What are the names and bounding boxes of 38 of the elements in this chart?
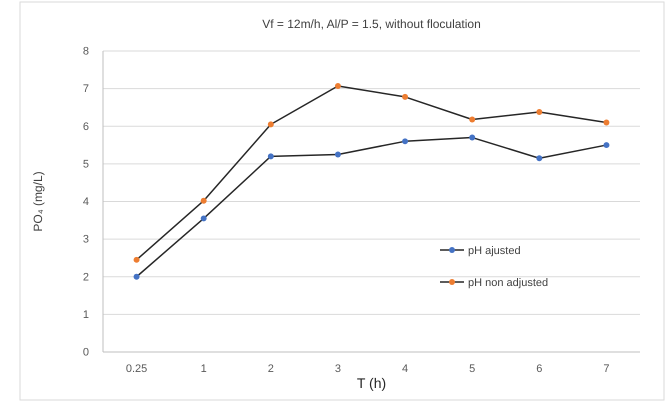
point <box>469 134 476 141</box>
point <box>134 256 140 263</box>
x-tick-label: 0.25 <box>126 362 148 375</box>
y-tick-label: 2 <box>82 271 89 284</box>
y-tick-label: 8 <box>82 46 89 58</box>
legend-label: pH ajusted <box>468 245 521 257</box>
y-tick-label: 0 <box>82 346 89 359</box>
point <box>200 215 207 222</box>
point <box>334 83 341 89</box>
x-tick-label: 6 <box>536 362 542 375</box>
point <box>134 274 140 280</box>
point <box>268 121 274 128</box>
point <box>536 108 542 115</box>
point <box>603 142 610 148</box>
x-tick-label: 5 <box>469 362 476 375</box>
point <box>536 155 542 162</box>
x-tick-label: 4 <box>402 362 408 375</box>
x-tick-label: 2 <box>268 362 274 375</box>
chart-title: Vf = 12m/h, Al/P = 1.5, without floculation <box>262 17 481 31</box>
point <box>402 138 408 144</box>
y-tick-label: 1 <box>82 308 89 321</box>
y-axis-title: PO₄ (mg/L) <box>31 171 45 232</box>
point <box>603 120 610 126</box>
point <box>334 151 341 158</box>
point <box>200 198 207 204</box>
point <box>268 153 274 160</box>
x-axis-title: T (h) <box>356 375 386 391</box>
y-tick-label: 7 <box>82 83 89 96</box>
y-tick-label: 4 <box>82 196 89 208</box>
x-tick-label: 1 <box>200 362 207 375</box>
y-tick-label: 6 <box>82 120 89 133</box>
y-tick-label: 5 <box>82 158 89 170</box>
x-tick-label: 7 <box>603 362 610 375</box>
y-tick-label: 3 <box>82 234 89 246</box>
legend-label: pH non adjusted <box>468 277 548 289</box>
point <box>469 116 476 122</box>
point <box>402 94 408 100</box>
x-tick-label: 3 <box>334 362 341 375</box>
